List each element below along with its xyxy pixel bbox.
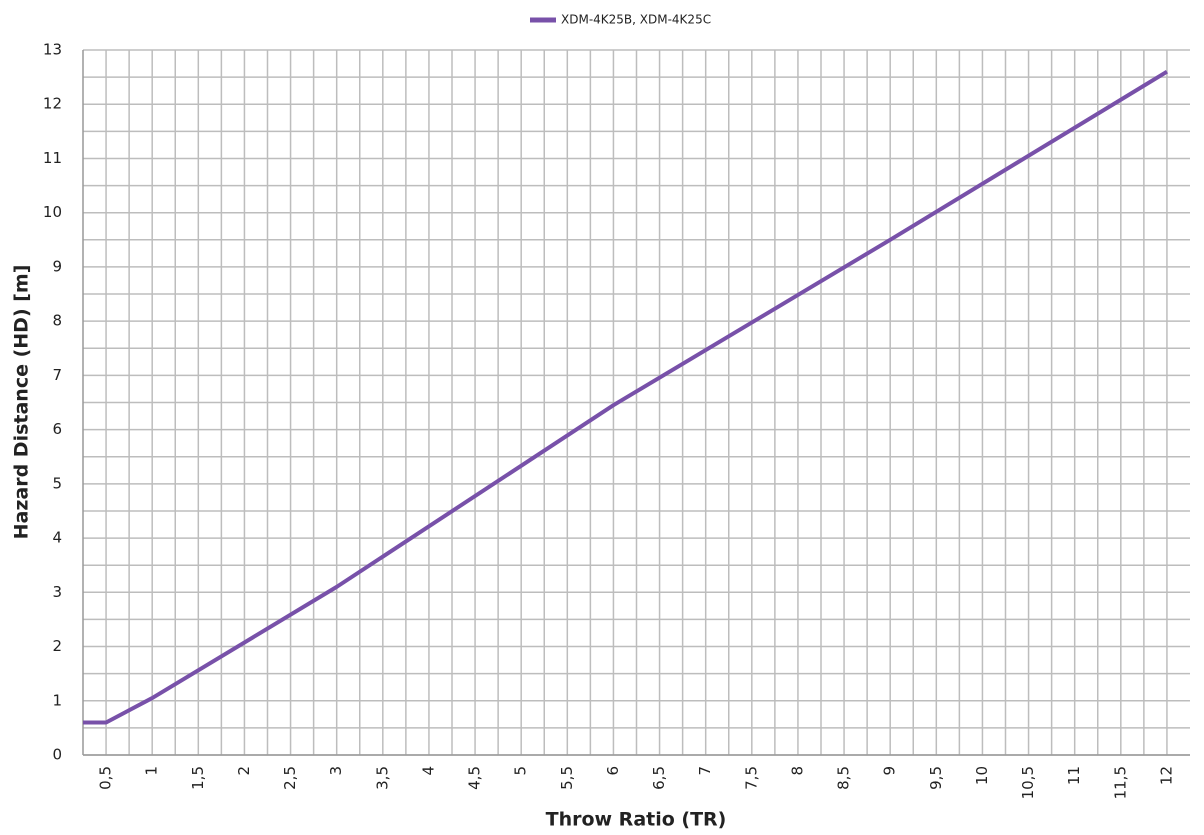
x-tick-label: 11,5 [1111,766,1129,799]
y-tick-label: 10 [43,203,62,221]
y-tick-label: 4 [52,529,62,547]
grid [83,49,1190,756]
x-tick-label: 6,5 [650,766,668,790]
legend-label: XDM-4K25B, XDM-4K25C [561,13,711,27]
y-axis-title: Hazard Distance (HD) [m] [11,265,33,540]
x-tick-label: 3 [327,766,345,776]
data-line [83,69,1168,725]
x-tick-label: 4,5 [466,766,484,790]
x-tick-label: 1,5 [189,766,207,790]
y-tick-label: 2 [52,637,62,655]
x-tick-label: 8,5 [835,766,853,790]
x-tick-label: 9 [881,766,899,776]
x-tick-label: 10,5 [1019,766,1037,799]
y-tick-label: 12 [43,95,62,113]
x-tick-label: 10 [973,766,991,785]
y-tick-label: 11 [43,149,62,167]
x-tick-label: 5 [512,766,530,776]
y-tick-label: 8 [52,312,62,330]
x-tick-label: 8 [788,766,806,776]
y-tick-label: 9 [52,257,62,275]
y-tick-label: 6 [52,420,62,438]
y-tick-label: 0 [52,746,62,764]
x-tick-label: 5,5 [558,766,576,790]
x-tick-label: 3,5 [373,766,391,790]
x-tick-label: 2 [235,766,253,776]
x-tick-label: 11 [1065,766,1083,785]
x-tick-label: 7 [696,766,714,776]
x-axis-title: Throw Ratio (TR) [546,809,727,831]
x-tick-label: 0,5 [97,766,115,790]
y-tick-label: 5 [52,474,62,492]
y-tick-label: 7 [52,366,62,384]
x-tick-label: 7,5 [742,766,760,790]
x-tick-label: 9,5 [927,766,945,790]
x-tick-label: 6 [604,766,622,776]
x-tick-label: 1 [143,766,161,776]
y-tick-label: 3 [52,583,62,601]
y-tick-label: 1 [52,691,62,709]
x-tick-label: 12 [1157,766,1175,785]
y-tick-label: 13 [43,41,62,59]
x-tick-label: 2,5 [281,766,299,790]
x-tick-label: 4 [419,766,437,776]
